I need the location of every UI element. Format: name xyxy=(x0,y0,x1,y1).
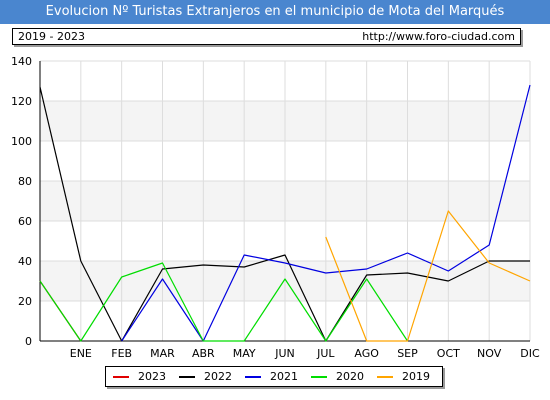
x-tick-label: DIC xyxy=(520,347,540,360)
legend-swatch xyxy=(245,376,261,378)
x-tick-label: AGO xyxy=(354,347,379,360)
x-tick-label: NOV xyxy=(477,347,502,360)
y-tick-label: 80 xyxy=(18,175,32,188)
legend-swatch xyxy=(311,376,327,378)
x-tick-label: JUL xyxy=(316,347,335,360)
legend-label: 2022 xyxy=(204,370,232,383)
legend-label: 2021 xyxy=(270,370,298,383)
series-line-2020 xyxy=(39,262,409,342)
legend-swatch xyxy=(377,376,393,378)
source-url: http://www.foro-ciudad.com xyxy=(362,30,515,43)
legend-label: 2020 xyxy=(336,370,364,383)
y-tick-label: 0 xyxy=(25,335,32,348)
x-tick-label: MAR xyxy=(150,347,175,360)
y-tick-label: 20 xyxy=(18,295,32,308)
info-bar: 2019 - 2023 http://www.foro-ciudad.com xyxy=(12,28,521,45)
legend-swatch xyxy=(179,376,195,378)
y-tick-label: 40 xyxy=(18,255,32,268)
series-line-2021 xyxy=(121,84,531,342)
x-tick-label: OCT xyxy=(437,347,460,360)
legend-label: 2019 xyxy=(402,370,430,383)
series-line-2019 xyxy=(325,210,531,342)
x-tick-label: MAY xyxy=(233,347,256,360)
y-tick-label: 140 xyxy=(11,55,32,68)
legend-label: 2023 xyxy=(138,370,166,383)
legend-swatch xyxy=(113,376,129,378)
y-tick-label: 60 xyxy=(18,215,32,228)
y-tick-label: 100 xyxy=(11,135,32,148)
x-tick-label: ENE xyxy=(70,347,92,360)
x-tick-label: FEB xyxy=(111,347,132,360)
x-tick-label: ABR xyxy=(192,347,215,360)
chart-title: Evolucion Nº Turistas Extranjeros en el … xyxy=(0,0,550,24)
legend: 2023 2022 2021 2020 2019 xyxy=(105,366,443,387)
y-tick-label: 120 xyxy=(11,95,32,108)
x-tick-label: JUN xyxy=(274,347,295,360)
year-range: 2019 - 2023 xyxy=(18,30,85,43)
x-tick-label: SEP xyxy=(397,347,418,360)
